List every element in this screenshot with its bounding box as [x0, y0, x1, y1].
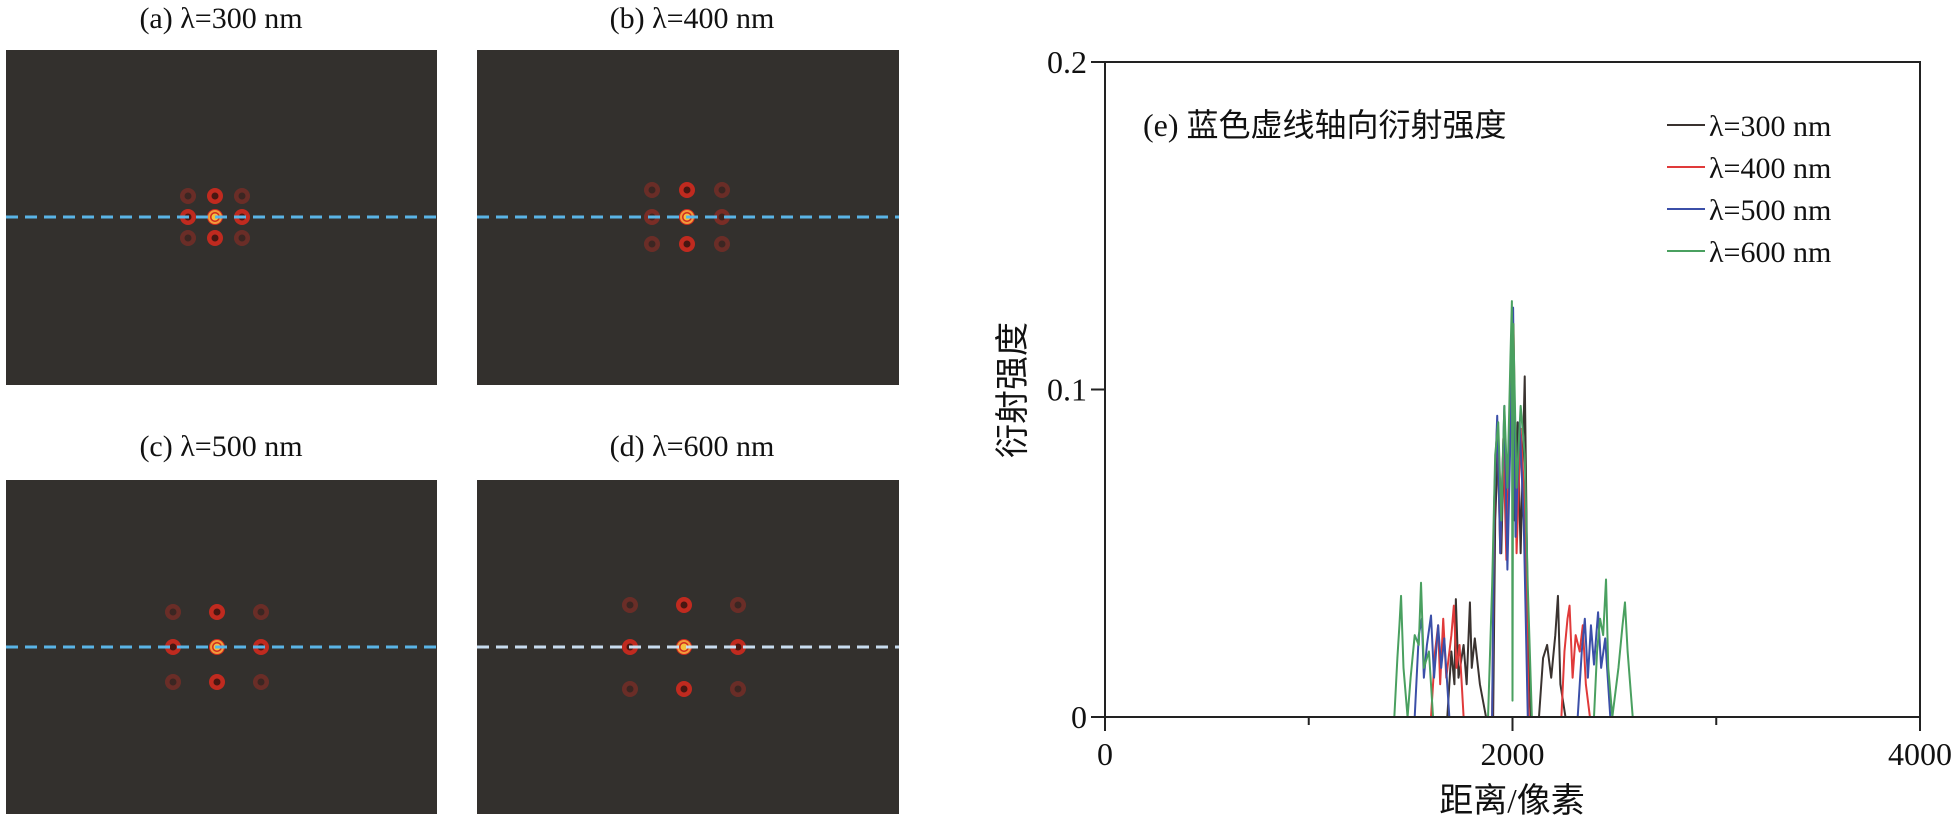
- y-tick-label: 0.2: [1047, 44, 1087, 80]
- x-tick-label: 4000: [1888, 736, 1952, 772]
- diffraction-spot: [622, 681, 638, 697]
- legend-item: λ=400 nm: [1667, 152, 1831, 185]
- diffraction-spot: [253, 604, 269, 620]
- diffraction-spot: [714, 182, 730, 198]
- legend-item: λ=500 nm: [1667, 194, 1831, 227]
- panel-c-title: (c) λ=500 nm: [139, 430, 303, 463]
- diffraction-spot: [730, 639, 746, 655]
- x-axis-label: 距离/像素: [1439, 782, 1584, 820]
- diffraction-spot: [234, 188, 250, 204]
- diffraction-pattern-d: [477, 480, 899, 814]
- diffraction-spot: [165, 604, 181, 620]
- chart-annotation: (e) 蓝色虚线轴向衍射强度: [1143, 107, 1507, 143]
- x-tick-label: 2000: [1481, 736, 1545, 772]
- diffraction-spot: [730, 597, 746, 613]
- diffraction-spot: [165, 674, 181, 690]
- y-tick-label: 0: [1071, 699, 1087, 735]
- diffraction-spot: [234, 230, 250, 246]
- panel-b-title: (b) λ=400 nm: [609, 2, 775, 35]
- diffraction-spot: [676, 681, 692, 697]
- panel-d-title: (d) λ=600 nm: [609, 430, 775, 463]
- diffraction-spot: [180, 230, 196, 246]
- diffraction-spot: [644, 236, 660, 252]
- diffraction-spot: [253, 674, 269, 690]
- series-line-600nm: [1105, 300, 1920, 718]
- diffraction-spot: [180, 188, 196, 204]
- diffraction-pattern-b: [477, 50, 899, 385]
- legend-item: λ=600 nm: [1667, 236, 1831, 269]
- diffraction-spot: [209, 604, 225, 620]
- series-line-500nm: [1105, 306, 1920, 718]
- diffraction-spot: [207, 188, 223, 204]
- diffraction-spot: [622, 597, 638, 613]
- y-axis-label: 衍射强度: [994, 322, 1032, 458]
- legend-label: λ=600 nm: [1709, 236, 1831, 269]
- legend-label: λ=300 nm: [1709, 110, 1831, 143]
- panel-a-title: (a) λ=300 nm: [139, 2, 303, 35]
- y-tick-label: 0.1: [1047, 372, 1087, 408]
- diffraction-spot: [209, 674, 225, 690]
- diffraction-spot: [207, 230, 223, 246]
- legend-item: λ=300 nm: [1667, 110, 1831, 143]
- diffraction-spot: [730, 681, 746, 697]
- diffraction-pattern-c: [6, 480, 437, 814]
- diffraction-spot: [676, 597, 692, 613]
- diffraction-spot: [679, 236, 695, 252]
- x-tick-label: 0: [1097, 736, 1113, 772]
- legend-label: λ=400 nm: [1709, 152, 1831, 185]
- legend-label: λ=500 nm: [1709, 194, 1831, 227]
- diffraction-pattern-a: [6, 50, 437, 385]
- diffraction-spot: [165, 639, 181, 655]
- diffraction-spot: [714, 236, 730, 252]
- diffraction-spot: [714, 209, 730, 225]
- diffraction-spot: [679, 182, 695, 198]
- diffraction-spot: [644, 182, 660, 198]
